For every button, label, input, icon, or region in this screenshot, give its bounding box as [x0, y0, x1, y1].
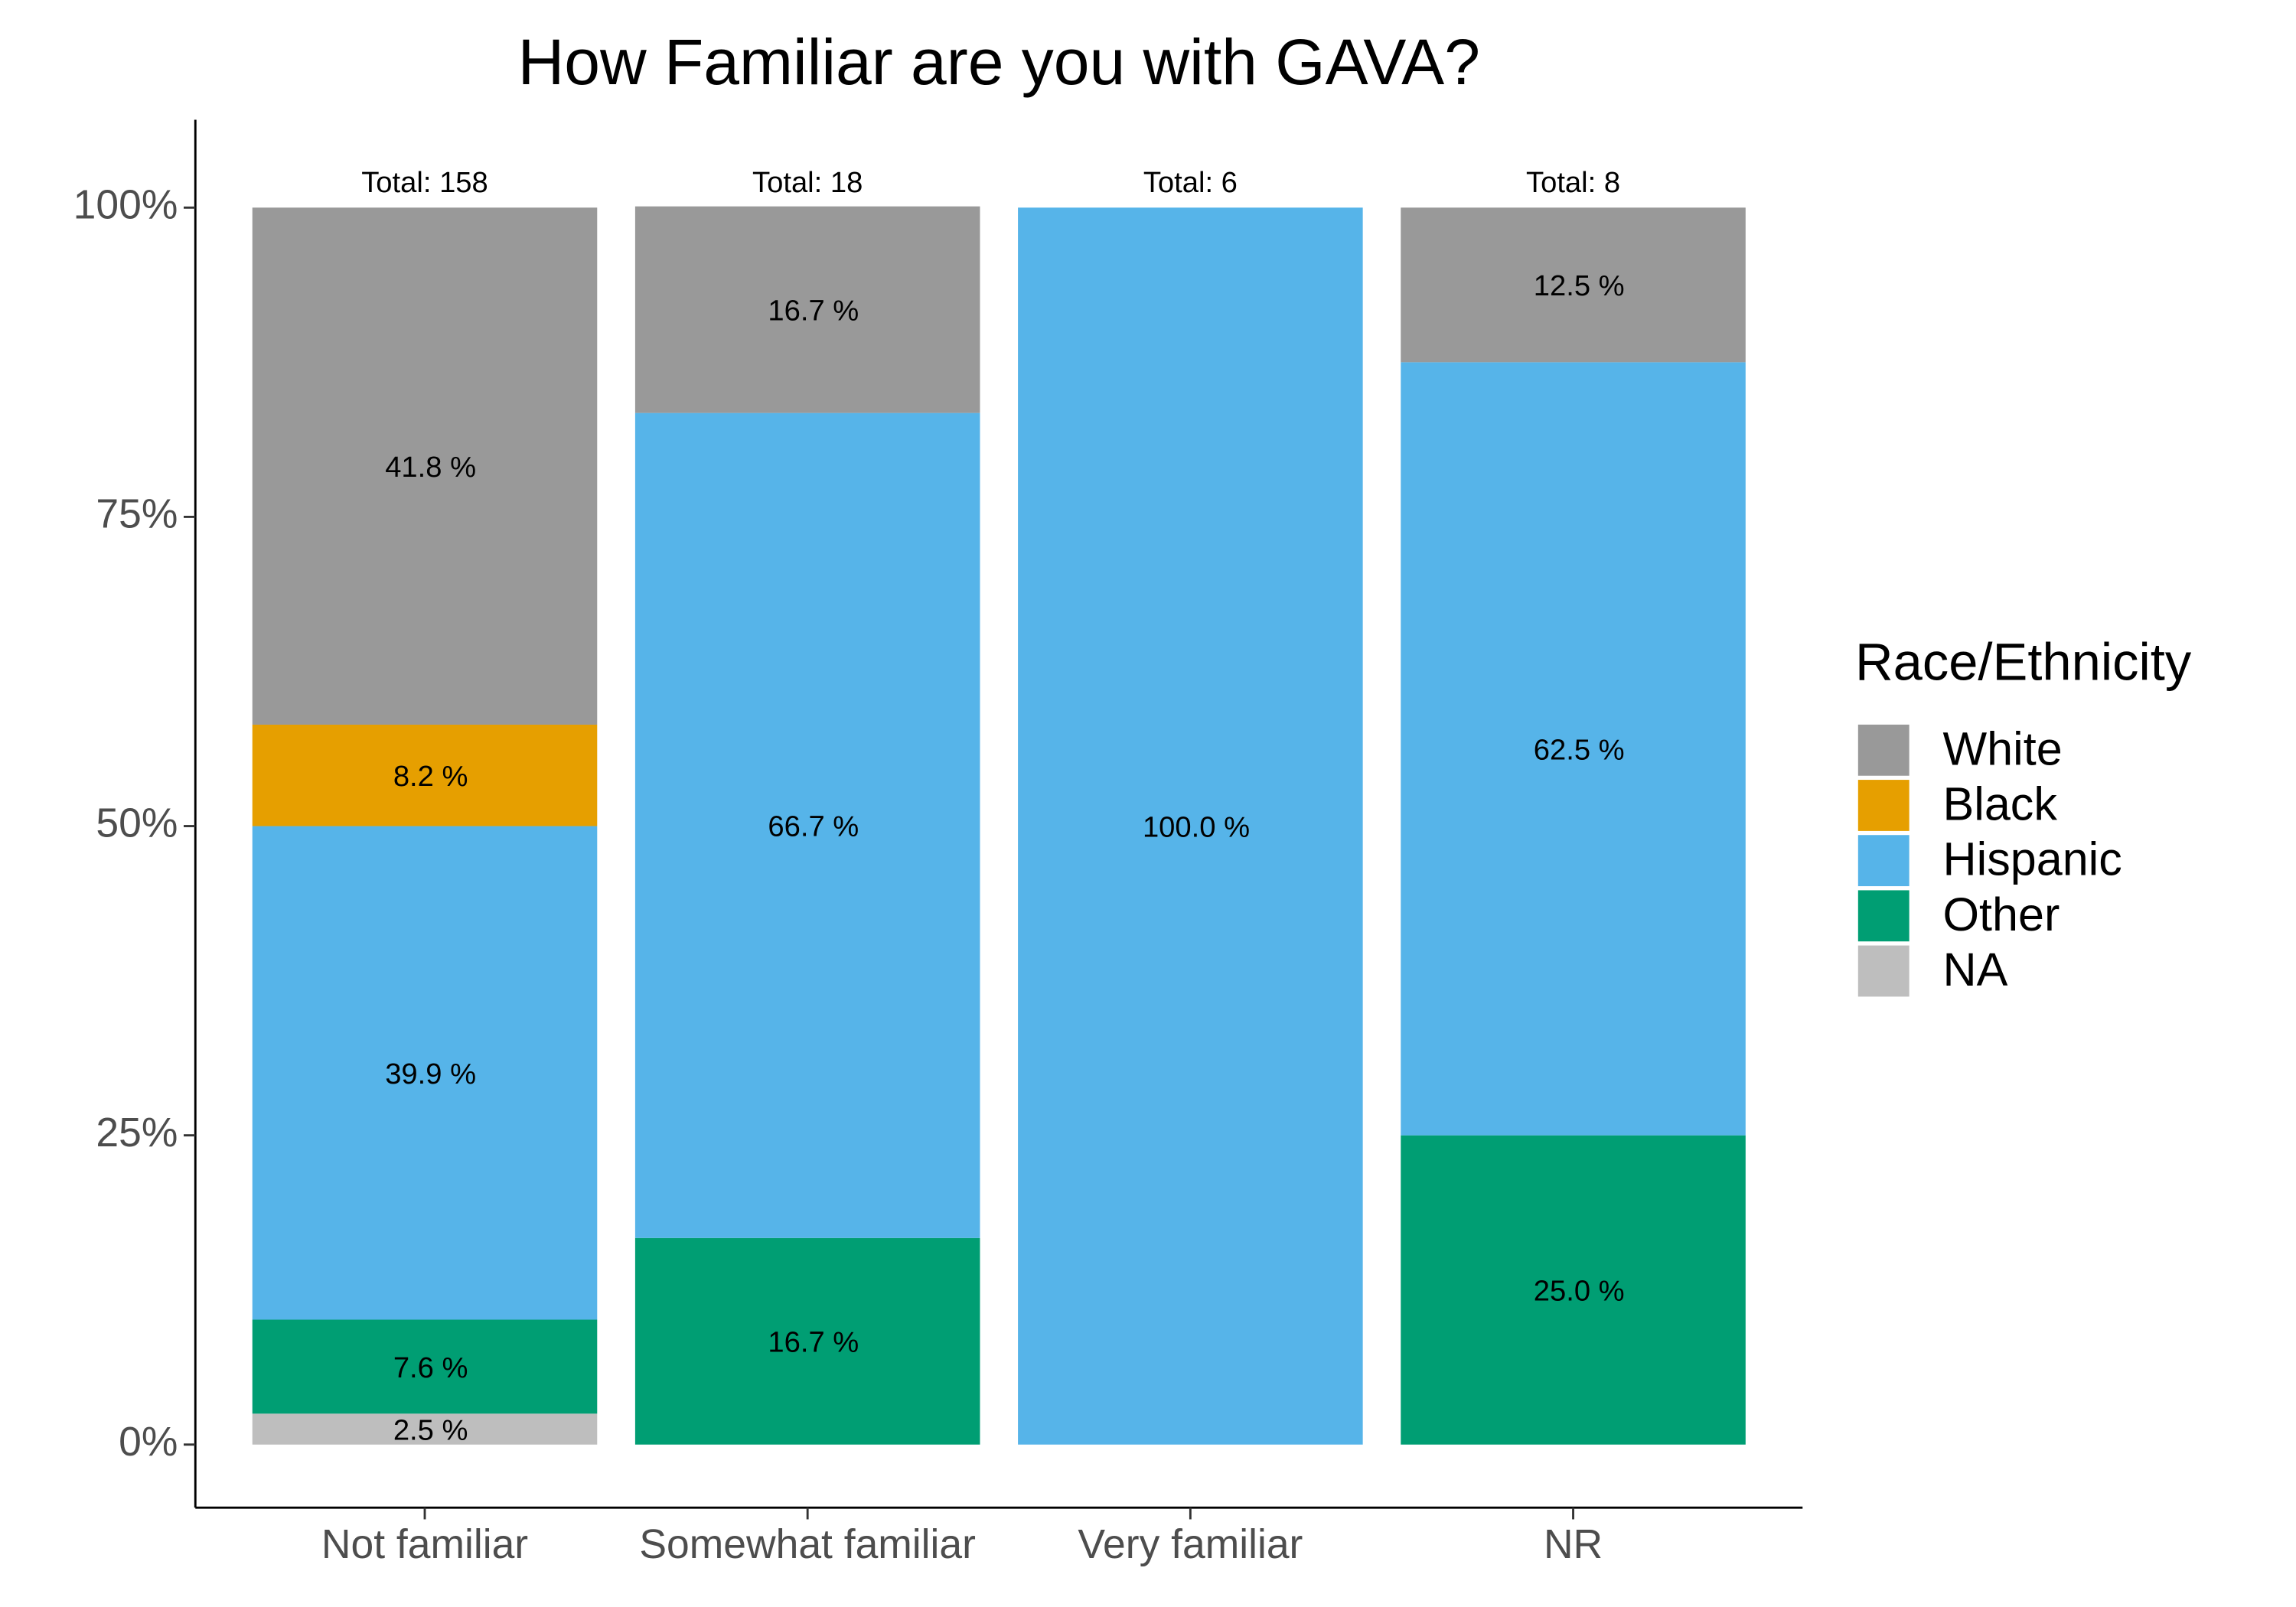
data-label: 8.2 % — [393, 760, 468, 793]
data-label: 66.7 % — [768, 810, 859, 843]
total-label: Total: 18 — [752, 166, 863, 199]
data-label: 7.6 % — [393, 1351, 468, 1384]
y-tick-label: 75% — [96, 492, 178, 537]
chart-title: How Familiar are you with GAVA? — [518, 26, 1480, 98]
bar-segment — [1401, 207, 1746, 363]
data-label: 16.7 % — [768, 1326, 859, 1359]
legend-key — [1857, 835, 1910, 887]
y-tick-label: 100% — [73, 182, 178, 227]
x-tick-label: Very familiar — [1078, 1522, 1303, 1567]
data-label: 41.8 % — [385, 451, 476, 484]
data-label: 25.0 % — [1534, 1275, 1625, 1308]
y-tick-label: 0% — [119, 1420, 178, 1465]
legend-key — [1857, 945, 1910, 997]
data-label: 39.9 % — [385, 1058, 476, 1090]
bar-segment — [252, 1319, 598, 1414]
legend-label: NA — [1943, 944, 2008, 996]
bar-segment — [252, 724, 598, 826]
total-label: Total: 6 — [1143, 166, 1238, 199]
bar-segment — [1018, 207, 1363, 1445]
legend-key — [1857, 724, 1910, 776]
legend-label: White — [1943, 722, 2063, 774]
legend-label: Other — [1943, 888, 2060, 940]
legend-key — [1857, 780, 1910, 831]
bar-segment — [252, 826, 598, 1320]
bar-segment — [634, 206, 980, 413]
data-label: 2.5 % — [393, 1413, 468, 1446]
data-label: 16.7 % — [768, 295, 859, 328]
total-label: Total: 8 — [1526, 166, 1620, 199]
x-tick-label: NR — [1544, 1522, 1603, 1567]
bar-segment — [1401, 362, 1746, 1136]
total-label: Total: 158 — [361, 166, 488, 199]
y-tick-label: 50% — [96, 801, 178, 846]
data-label: 12.5 % — [1534, 269, 1625, 302]
legend-key — [1857, 890, 1910, 942]
data-label: 62.5 % — [1534, 733, 1625, 766]
legend-label: Hispanic — [1943, 833, 2122, 885]
data-label: 100.0 % — [1143, 810, 1250, 843]
bar-segment — [252, 1413, 598, 1445]
bar-segment — [634, 1237, 980, 1445]
y-tick-label: 25% — [96, 1110, 178, 1156]
x-tick-label: Not familiar — [321, 1522, 528, 1567]
x-tick-label: Somewhat familiar — [639, 1522, 976, 1567]
legend-title: Race/Ethnicity — [1855, 633, 2192, 692]
bar-segment — [634, 412, 980, 1238]
bar-segment — [252, 207, 598, 725]
bar-segment — [1401, 1135, 1746, 1445]
legend-label: Black — [1943, 777, 2058, 830]
